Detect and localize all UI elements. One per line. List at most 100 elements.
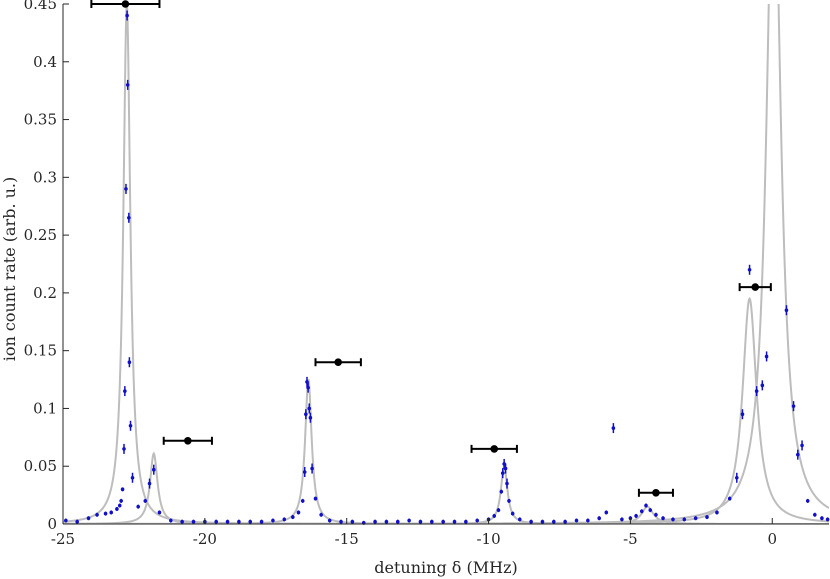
- x-tick-label: 0: [767, 530, 777, 548]
- data-point-marker: [237, 519, 241, 524]
- data-point-marker: [128, 423, 133, 428]
- data-point: [805, 498, 810, 503]
- reference-marker: [652, 489, 660, 497]
- data-point: [75, 519, 79, 524]
- data-point: [671, 517, 675, 522]
- data-point-marker: [115, 507, 119, 511]
- data-point: [237, 519, 241, 524]
- data-point: [648, 508, 653, 513]
- data-point-marker: [644, 503, 648, 508]
- y-tick-label: 0.1: [33, 399, 57, 417]
- data-point: [124, 183, 128, 194]
- data-point-marker: [505, 481, 509, 486]
- data-point-marker: [248, 519, 253, 524]
- data-point-marker: [586, 518, 590, 523]
- data-point: [727, 496, 732, 501]
- data-point-marker: [654, 512, 658, 517]
- y-tick-label: 0.15: [24, 342, 57, 360]
- data-point: [339, 519, 343, 524]
- data-point-marker: [306, 385, 310, 390]
- fit-curves: [63, 4, 829, 524]
- data-point: [644, 503, 648, 508]
- data-point-marker: [464, 519, 468, 524]
- data-point-marker: [64, 518, 68, 523]
- data-point-marker: [800, 443, 804, 448]
- data-point-marker: [384, 519, 389, 524]
- data-point: [552, 519, 556, 524]
- data-point-marker: [310, 466, 314, 471]
- data-point-marker: [125, 83, 130, 87]
- data-point-marker: [291, 515, 295, 519]
- data-point-marker: [499, 489, 504, 494]
- data-point-marker: [825, 517, 830, 522]
- data-point: [115, 506, 119, 511]
- data-point-marker: [805, 499, 810, 503]
- data-point-marker: [225, 519, 230, 524]
- reference-marker: [334, 358, 342, 367]
- data-point: [800, 440, 804, 451]
- data-point: [452, 519, 457, 524]
- data-point: [307, 403, 312, 414]
- data-point-marker: [517, 517, 522, 522]
- data-point-marker: [671, 517, 675, 522]
- data-point-marker: [648, 508, 653, 512]
- data-point-marker: [127, 215, 131, 220]
- data-point-marker: [308, 415, 313, 420]
- data-point-marker: [407, 518, 411, 523]
- data-point-marker: [452, 519, 457, 524]
- data-point: [754, 386, 759, 397]
- data-point: [500, 468, 505, 479]
- data-point: [291, 515, 295, 520]
- data-point-marker: [760, 383, 765, 388]
- x-tick-label: -25: [51, 530, 75, 548]
- data-point: [464, 519, 468, 524]
- data-point: [505, 478, 509, 489]
- y-tick-label: 0: [47, 515, 57, 533]
- y-tick-label: 0.25: [24, 226, 57, 244]
- data-point: [308, 412, 313, 423]
- data-point-marker: [740, 412, 745, 417]
- data-point: [407, 518, 411, 523]
- data-point-marker: [500, 471, 505, 475]
- data-point-marker: [124, 187, 128, 191]
- data-point: [136, 504, 140, 509]
- data-point-marker: [120, 487, 125, 492]
- data-point: [813, 512, 817, 517]
- data-point: [740, 409, 745, 420]
- data-point-marker: [705, 515, 709, 519]
- data-point-marker: [373, 519, 377, 524]
- data-point: [715, 510, 719, 515]
- data-point-marker: [813, 512, 817, 517]
- data-point-marker: [143, 499, 148, 503]
- data-point: [271, 518, 275, 523]
- data-point: [499, 489, 504, 494]
- data-point: [350, 519, 355, 524]
- data-point-marker: [125, 13, 129, 18]
- data-point-marker: [510, 511, 515, 516]
- data-point-marker: [350, 519, 355, 524]
- reference-point-1: [90, 0, 161, 8]
- x-tick-label: -10: [476, 530, 500, 548]
- data-point: [95, 512, 99, 517]
- data-point: [510, 511, 515, 516]
- data-point: [418, 519, 423, 524]
- data-point-marker: [604, 510, 609, 515]
- data-point: [517, 517, 522, 522]
- reference-point-5: [637, 488, 674, 497]
- data-point: [784, 305, 789, 316]
- data-point: [122, 443, 126, 454]
- data-point: [529, 519, 533, 524]
- x-tick-label: -20: [193, 530, 217, 548]
- data-point: [639, 509, 644, 514]
- data-point: [306, 382, 310, 393]
- y-tick-label: 0.4: [33, 53, 57, 71]
- x-tick-label: -15: [335, 530, 359, 548]
- data-point-marker: [727, 496, 732, 501]
- data-point-marker: [307, 406, 312, 411]
- data-point: [791, 401, 796, 412]
- data-point-marker: [395, 519, 400, 524]
- data-point: [120, 487, 125, 492]
- data-point: [760, 380, 765, 391]
- data-point-marker: [552, 519, 556, 524]
- data-point-marker: [122, 447, 126, 451]
